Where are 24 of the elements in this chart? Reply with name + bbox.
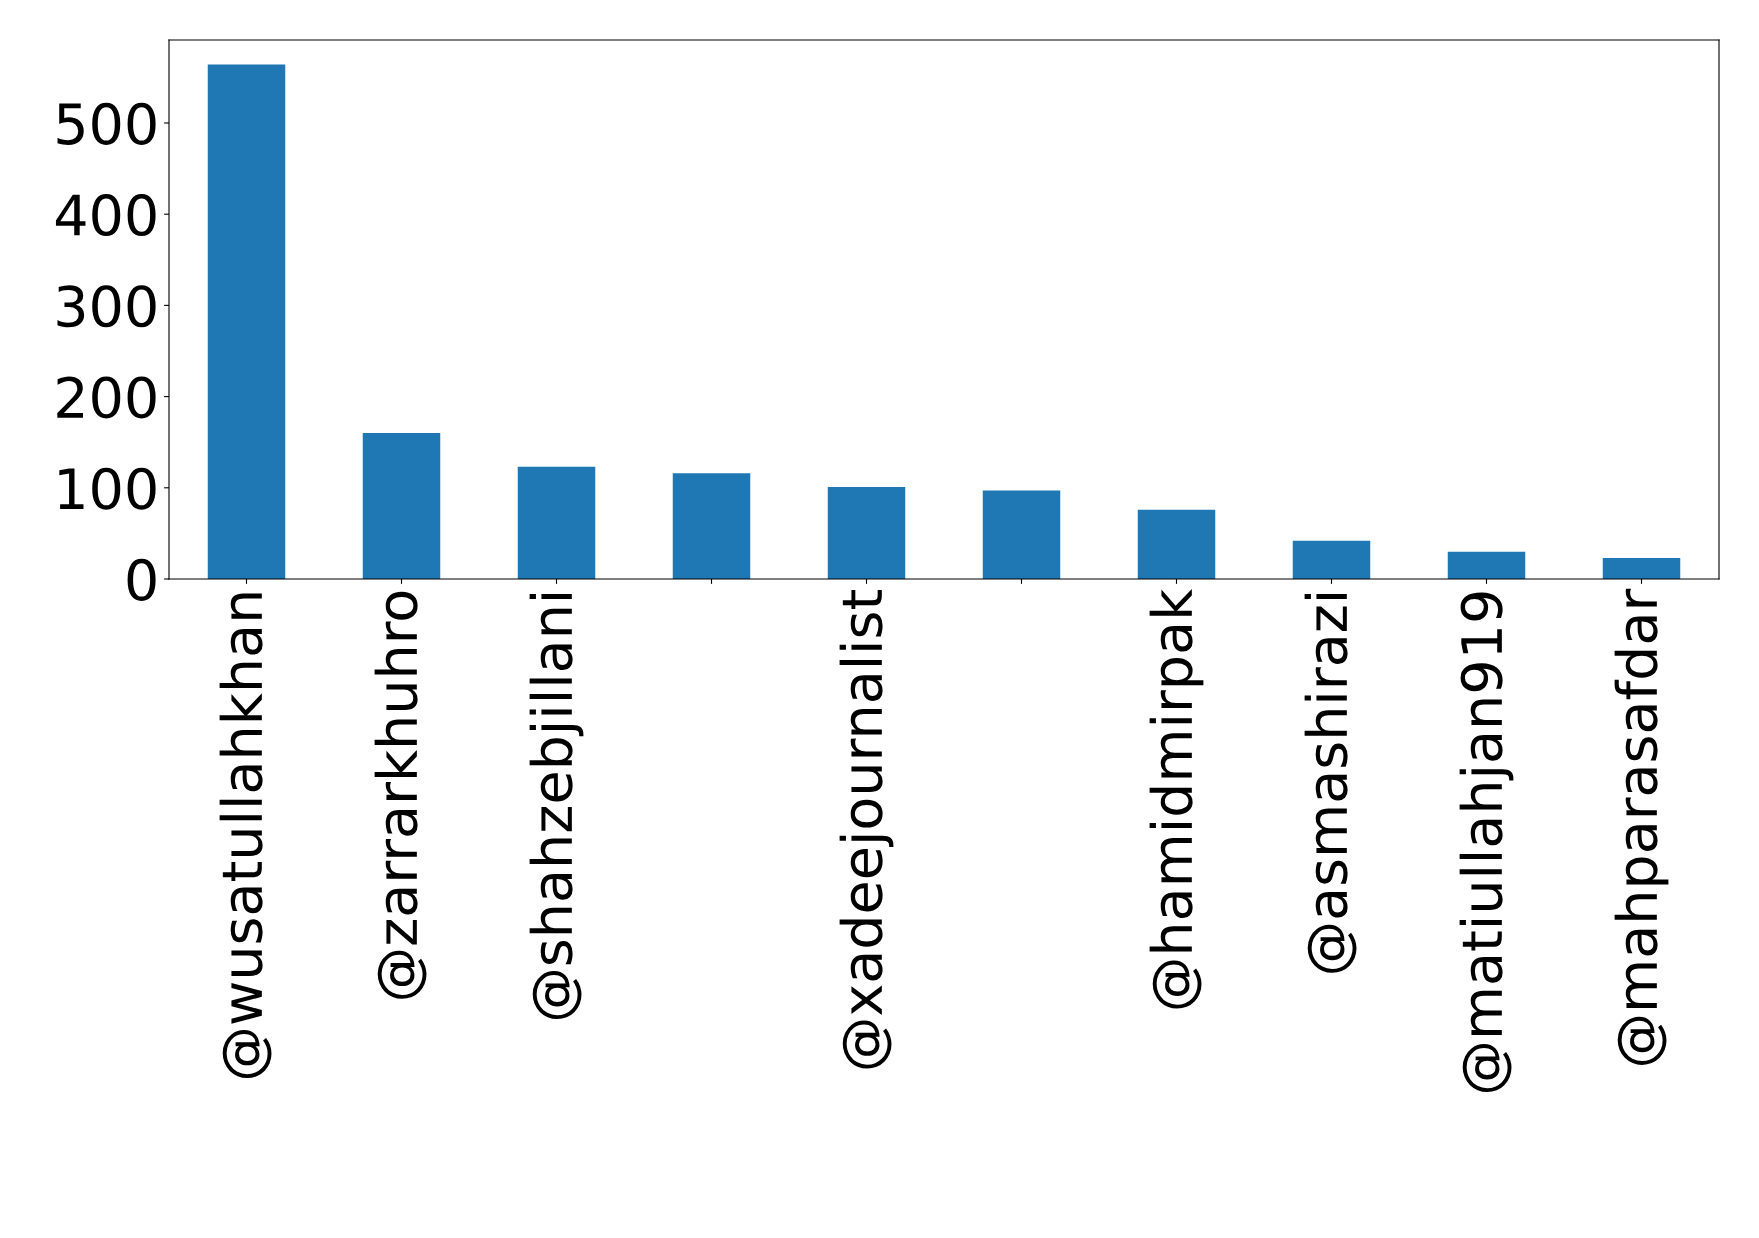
x-tick-label: @matiullahjan919 [1459, 592, 1514, 1093]
y-tick-label: 100 [59, 467, 156, 510]
bar [207, 64, 286, 579]
y-tick-label: 0 [127, 558, 156, 601]
bar [982, 490, 1061, 579]
bar [827, 486, 906, 579]
y-tick-label: 200 [57, 376, 156, 419]
bar [517, 466, 596, 579]
y-tick-label: 400 [55, 194, 156, 237]
x-tick-label: @mahparasafdar [1614, 588, 1669, 1065]
x-tick-label: @asmashirazi [1304, 593, 1357, 973]
bar [362, 433, 441, 579]
bar [1137, 509, 1216, 579]
y-tick-label: 300 [57, 285, 156, 328]
x-tick-label: @wusatullahkhan [219, 593, 272, 1078]
x-tick-label: @hamidmirpak [1149, 588, 1204, 1009]
bar [1447, 551, 1526, 579]
x-tick-label: @zarrarkhuhro [374, 591, 427, 999]
x-tick-label: @xadeejournalist [839, 590, 894, 1069]
bar [1602, 558, 1681, 579]
bar [1292, 540, 1371, 579]
x-tick-label: @shahzebjillani [529, 593, 584, 1020]
bar [672, 473, 751, 579]
y-tick-label: 500 [57, 102, 156, 145]
